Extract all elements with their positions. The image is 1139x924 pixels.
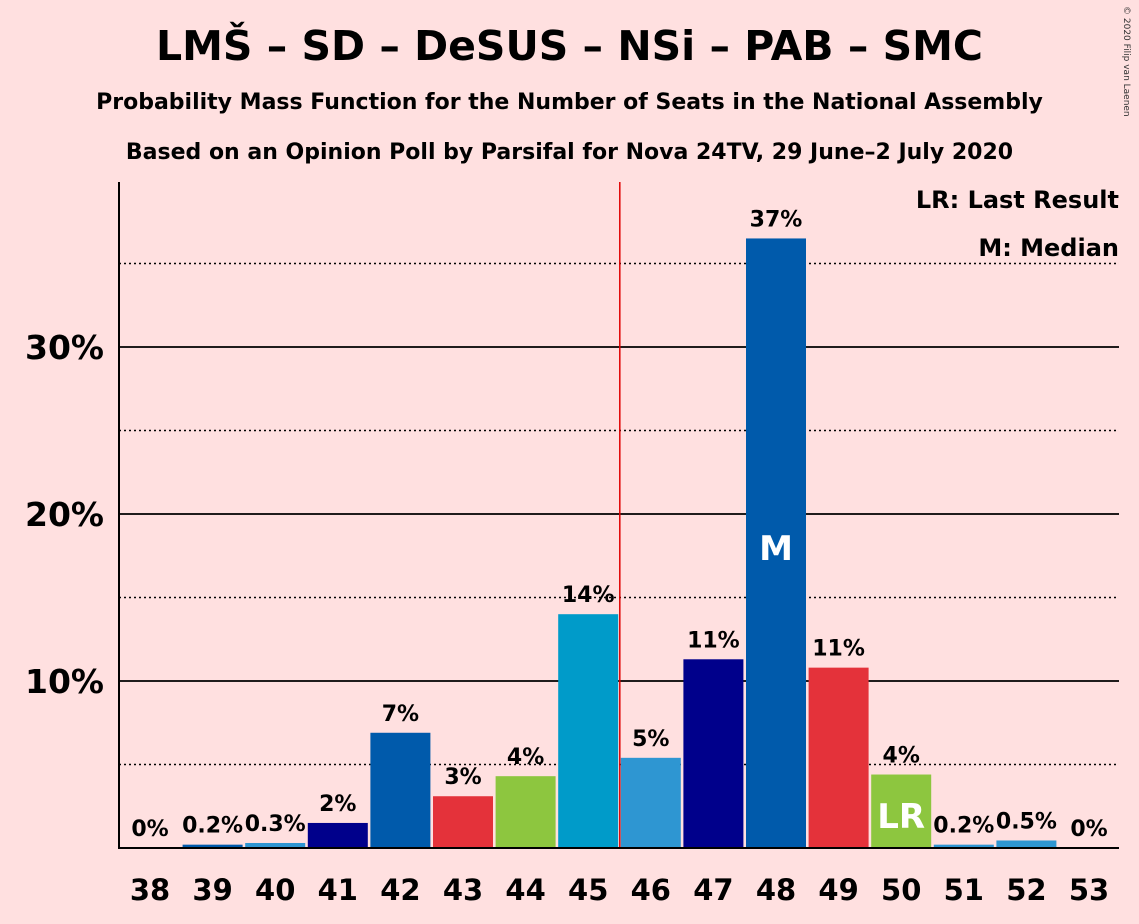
value-label-50: 4% — [883, 744, 920, 769]
y-tick-label: 30% — [25, 328, 104, 367]
chart-source-line: Based on an Opinion Poll by Parsifal for… — [125, 140, 1014, 165]
x-tick-label-43: 43 — [443, 873, 483, 907]
x-tick-label-38: 38 — [130, 873, 170, 907]
value-label-41: 2% — [319, 792, 356, 817]
legend-last-result: LR: Last Result — [915, 186, 1119, 214]
chart-title: LMŠ – SD – DeSUS – NSi – PAB – SMC — [155, 22, 984, 70]
y-tick-label: 10% — [25, 662, 104, 701]
x-tick-label-48: 48 — [756, 873, 796, 907]
x-tick-label-50: 50 — [881, 873, 921, 907]
x-tick-label-49: 49 — [818, 873, 858, 907]
chart-subtitle: Probability Mass Function for the Number… — [96, 90, 1043, 115]
x-tick-label-45: 45 — [568, 873, 608, 907]
value-label-49: 11% — [812, 637, 865, 662]
x-tick-label-39: 39 — [192, 873, 232, 907]
bar-39 — [182, 844, 243, 848]
x-tick-label-41: 41 — [318, 873, 358, 907]
value-label-53: 0% — [1070, 817, 1107, 842]
y-tick-label: 20% — [25, 495, 104, 534]
x-tick-label-51: 51 — [944, 873, 984, 907]
bar-51 — [933, 844, 994, 848]
x-tick-label-53: 53 — [1069, 873, 1109, 907]
bar-50 — [871, 774, 932, 848]
last-result-marker: LR — [877, 797, 925, 837]
bar-52 — [996, 840, 1057, 848]
x-tick-label-40: 40 — [255, 873, 295, 907]
median-marker: M — [759, 529, 793, 569]
x-tick-label-47: 47 — [693, 873, 733, 907]
value-label-46: 5% — [632, 727, 669, 752]
bar-40 — [245, 842, 306, 848]
x-tick-label-52: 52 — [1006, 873, 1046, 907]
x-tick-label-46: 46 — [631, 873, 671, 907]
value-label-48: 37% — [750, 207, 803, 232]
value-label-47: 11% — [687, 628, 740, 653]
x-tick-label-44: 44 — [505, 873, 545, 907]
bar-44 — [495, 776, 556, 848]
value-label-42: 7% — [382, 702, 419, 727]
value-label-45: 14% — [562, 583, 615, 608]
value-label-40: 0.3% — [245, 812, 306, 837]
bar-41 — [307, 822, 368, 848]
bar-49 — [808, 667, 869, 848]
bar-42 — [370, 732, 431, 848]
value-label-38: 0% — [131, 817, 168, 842]
value-label-44: 4% — [507, 745, 544, 770]
legend-median: M: Median — [978, 234, 1119, 262]
bar-43 — [433, 796, 493, 848]
x-tick-label-42: 42 — [380, 873, 420, 907]
bar-48 — [746, 238, 806, 848]
value-label-43: 3% — [444, 765, 481, 790]
bar-45 — [558, 614, 619, 848]
value-label-52: 0.5% — [996, 809, 1057, 834]
bar-46 — [620, 757, 681, 848]
value-label-51: 0.2% — [933, 814, 994, 839]
bar-47 — [683, 659, 744, 848]
value-label-39: 0.2% — [182, 814, 243, 839]
